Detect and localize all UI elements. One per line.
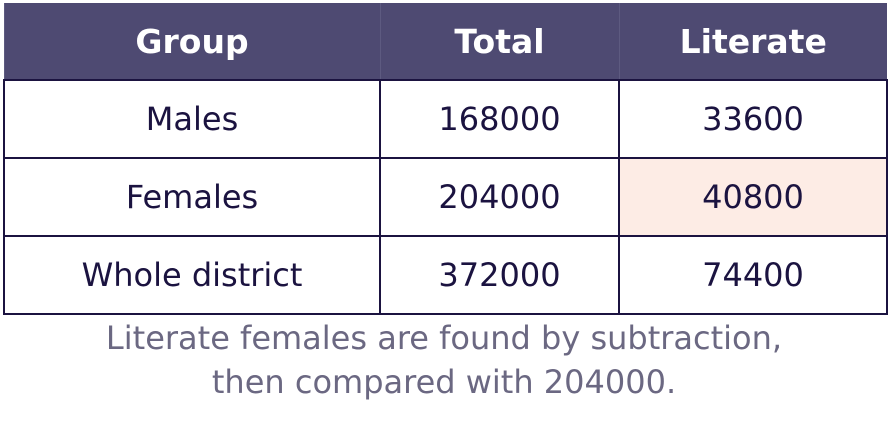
table-cell: 74400	[618, 235, 888, 315]
header-cell: Literate	[618, 3, 887, 80]
caption: Literate females are found by subtractio…	[0, 316, 888, 404]
table-cell: Males	[3, 79, 381, 159]
header-cell: Total	[379, 3, 619, 80]
table-row: Females 204000 40800	[3, 157, 888, 237]
table-cell: 168000	[379, 79, 620, 159]
table-row: Whole district 372000 74400	[3, 235, 888, 315]
caption-line: Literate females are found by subtractio…	[105, 319, 783, 357]
table-row: Males 168000 33600	[3, 79, 888, 159]
table-body: Males 168000 33600 Females 204000 40800 Whole …	[3, 79, 888, 315]
table-cell: Females	[3, 157, 381, 237]
caption-line: then compared with 204000.	[211, 363, 677, 401]
data-table: Group Total Literate Males 168000 33600 Femal…	[3, 3, 888, 315]
table-cell: Whole district	[3, 235, 381, 315]
header-row: Group Total Literate	[3, 3, 887, 80]
header-cell: Group	[3, 3, 380, 80]
table-cell: 204000	[379, 157, 620, 237]
table-cell: 33600	[618, 79, 888, 159]
table-cell: 372000	[379, 235, 620, 315]
table-cell: 40800	[618, 157, 888, 237]
